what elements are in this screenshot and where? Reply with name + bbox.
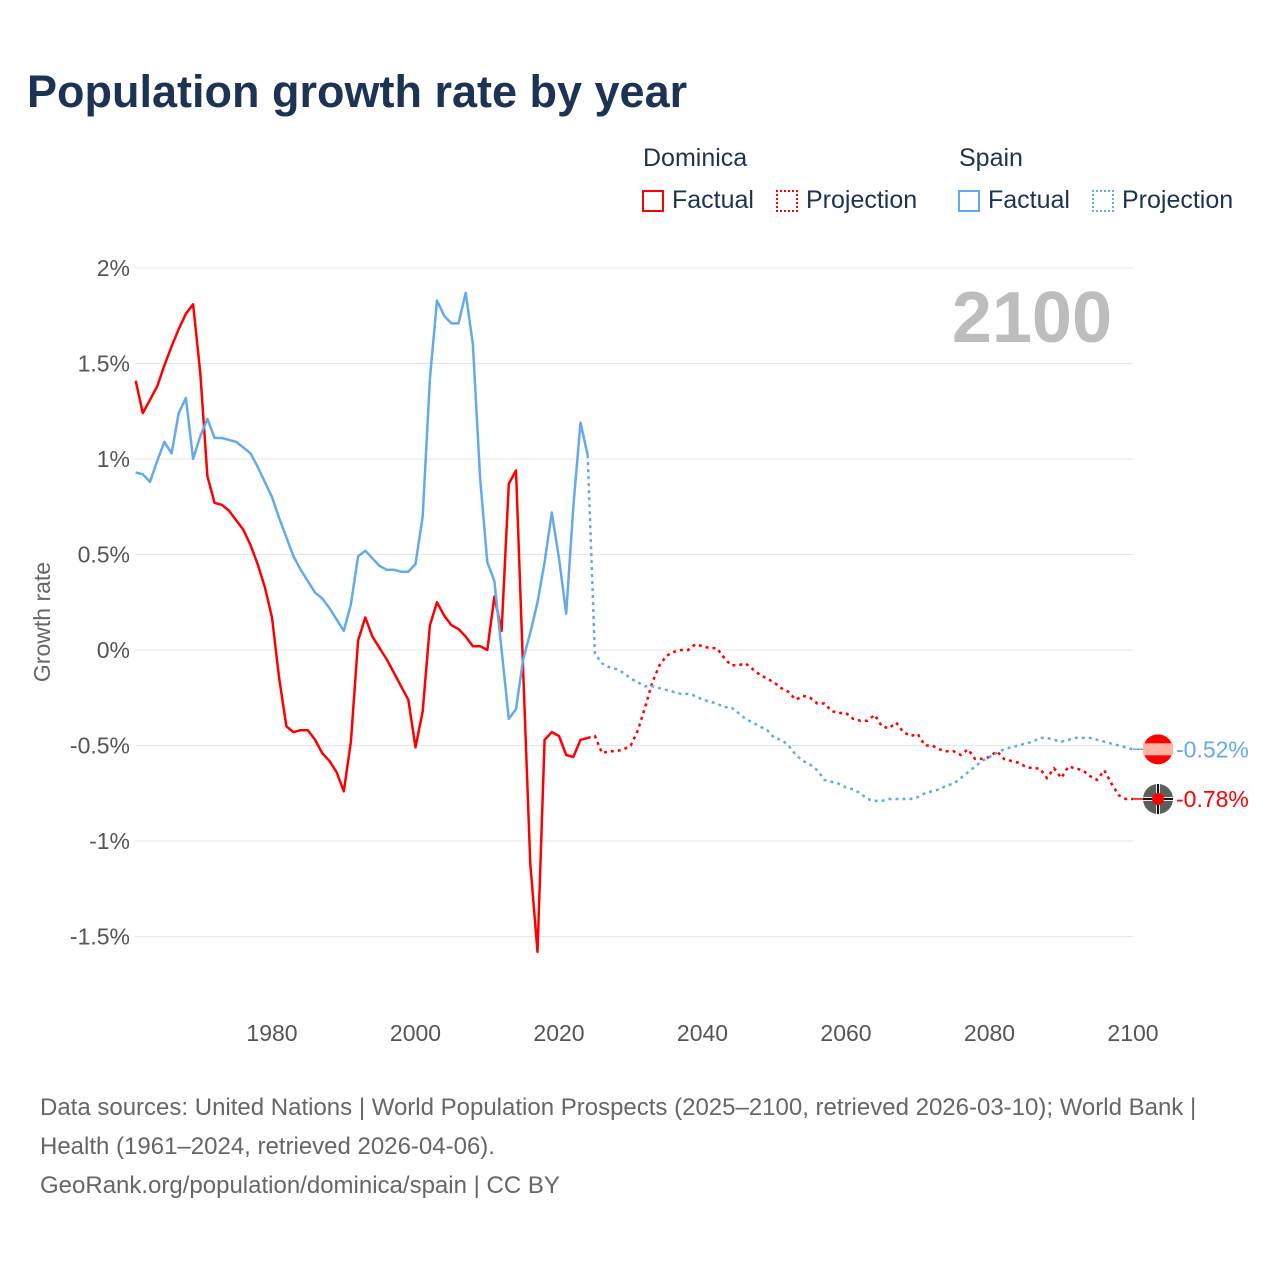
x-tick-label: 2000 (390, 1020, 441, 1046)
data-sources: Data sources: United Nations | World Pop… (40, 1094, 1197, 1160)
legend-label: Projection (806, 186, 918, 214)
y-axis-label: Growth rate (29, 562, 55, 682)
y-tick-label: 0.5% (78, 542, 130, 568)
dominica-flag-icon (1143, 783, 1173, 814)
x-tick-label: 2060 (820, 1020, 871, 1046)
legend-swatch-dotted (776, 189, 798, 212)
x-tick-label: 2040 (677, 1020, 728, 1046)
spain-flag-icon (1143, 734, 1173, 765)
x-tick-label: 1980 (246, 1020, 297, 1046)
credit-link[interactable]: GeoRank.org/population/dominica/spain | … (40, 1172, 560, 1199)
legend-swatch-solid (958, 189, 980, 212)
legend-label: Factual (672, 186, 754, 214)
series-line-dominica-projection (587, 642, 1133, 801)
y-tick-label: -1% (89, 828, 130, 854)
legend-label: Factual (988, 186, 1070, 214)
chart-title: Population growth rate by year (27, 66, 688, 117)
end-value-label: -0.52% (1176, 736, 1249, 762)
legend-spain-factual[interactable]: Factual (958, 186, 1070, 215)
y-tick-label: -0.5% (70, 733, 130, 759)
footer: Data sources: United Nations | World Pop… (40, 1088, 1240, 1205)
legend-group-dominica: Dominica (643, 144, 748, 172)
legend-swatch-dotted (1092, 189, 1114, 212)
y-tick-label: 1% (97, 446, 130, 472)
y-tick-label: -1.5% (70, 924, 130, 950)
series-line-spain-projection (586, 455, 1134, 803)
y-tick-label: 2% (97, 255, 130, 281)
y-tick-label: 0% (97, 637, 130, 663)
legend-spain-projection[interactable]: Projection (1092, 186, 1233, 215)
legend-group-spain: Spain (959, 144, 1023, 172)
year-indicator: 2100 (952, 278, 1112, 358)
y-tick-label: 1.5% (78, 351, 130, 377)
end-value-label: -0.78% (1176, 786, 1249, 812)
legend-swatch-solid (642, 189, 664, 212)
series-line-spain-factual (135, 291, 589, 721)
legend-dominica-factual[interactable]: Factual (642, 186, 754, 215)
legend-dominica-projection[interactable]: Projection (776, 186, 917, 215)
x-tick-label: 2100 (1107, 1020, 1158, 1046)
x-tick-label: 2080 (964, 1020, 1015, 1046)
legend-label: Projection (1122, 186, 1234, 214)
series-line-dominica-factual (134, 303, 589, 954)
x-tick-label: 2020 (533, 1020, 584, 1046)
